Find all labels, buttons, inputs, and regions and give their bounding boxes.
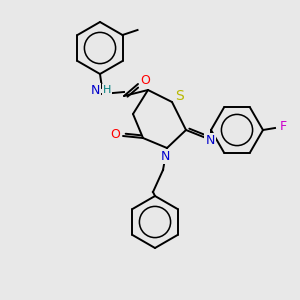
Text: N: N xyxy=(90,83,100,97)
Text: H: H xyxy=(103,85,111,95)
Text: F: F xyxy=(279,121,286,134)
Text: S: S xyxy=(176,89,184,103)
Text: O: O xyxy=(110,128,120,142)
Text: N: N xyxy=(205,134,215,146)
Text: N: N xyxy=(160,149,170,163)
Text: O: O xyxy=(140,74,150,88)
